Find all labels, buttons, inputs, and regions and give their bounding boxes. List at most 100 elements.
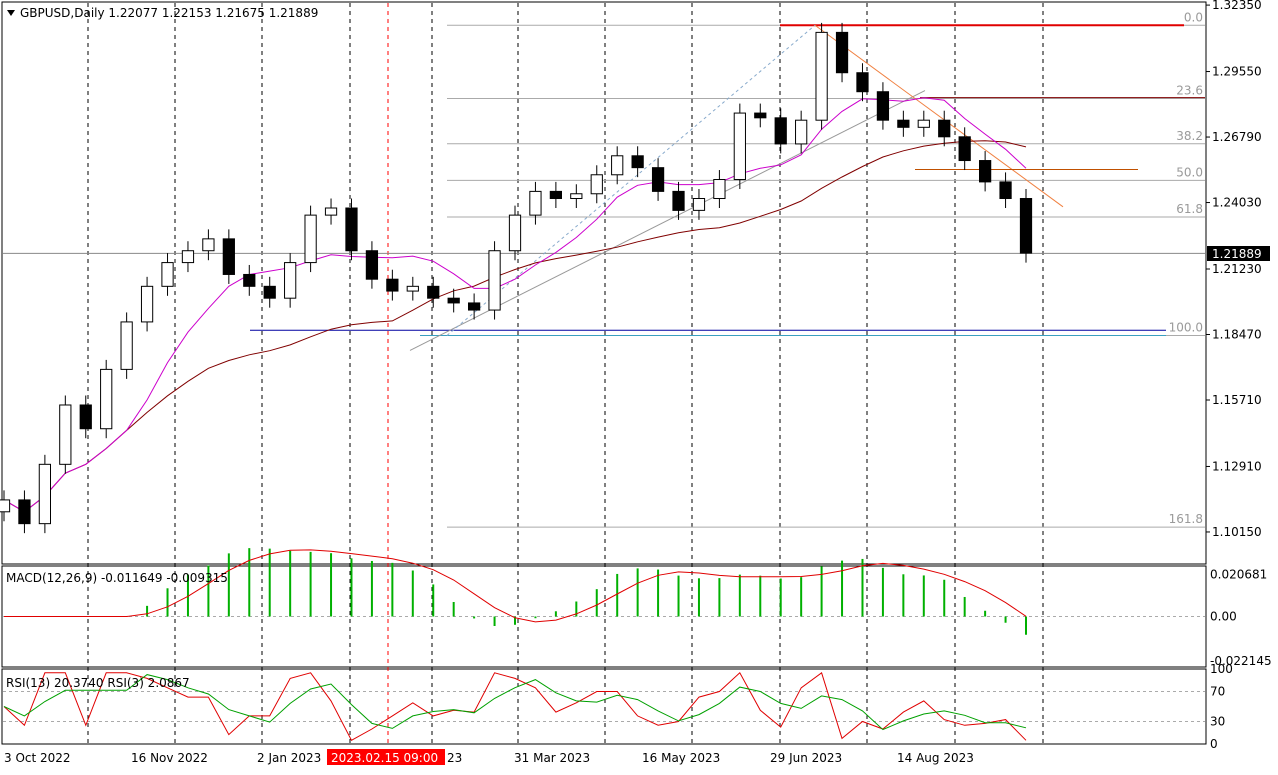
price-tick-label: 1.10150 <box>1212 525 1262 539</box>
fib-level-label: 100.0 <box>1169 320 1203 334</box>
candle-body <box>713 179 726 200</box>
crosshair-time-tag <box>327 749 445 765</box>
trend-line <box>409 90 926 351</box>
crosshair-time-label: 2023.02.15 09:00 <box>331 751 438 765</box>
candle-body <box>263 285 276 299</box>
candle-body <box>18 499 31 525</box>
candle-body <box>876 91 890 121</box>
candle-body <box>243 273 256 287</box>
fib-level-label: 0.0 <box>1184 10 1203 24</box>
candle-body <box>120 321 133 370</box>
candle-body <box>856 72 869 93</box>
main-panel-frame <box>1 1 1207 565</box>
rsi-label: RSI(13) 20.3740 RSI(3) 2.0867 <box>6 676 190 690</box>
price-tick-label: 1.24030 <box>1212 196 1262 210</box>
vertical-grid <box>3 3 1205 743</box>
fib-level-label: 38.2 <box>1176 129 1203 143</box>
candle-body <box>59 404 72 465</box>
time-tick-label: 2 Jan 2023 <box>257 751 321 765</box>
candle-body <box>406 285 419 292</box>
candle-body <box>161 262 174 287</box>
candle-body <box>570 193 583 200</box>
current-price-label: 1.21889 <box>1212 247 1262 261</box>
candle-body <box>549 190 563 200</box>
candle-body <box>365 250 379 280</box>
price-tick-label: 1.15710 <box>1212 393 1262 407</box>
macd-label: MACD(12,26,9) -0.011649 -0.009315 <box>6 571 228 585</box>
candle-body <box>38 463 52 525</box>
ma-slow-line <box>3 140 1027 513</box>
time-tick-label: 16 May 2023 <box>642 751 720 765</box>
candle-body <box>754 112 767 119</box>
fibonacci-levels: 0.0 23.6 38.2 50.0 61.8 100.0 161.8 <box>250 10 1205 528</box>
candle-body <box>467 302 481 311</box>
candle-body <box>508 214 522 252</box>
fib-level-label: 61.8 <box>1176 202 1203 216</box>
candle-body <box>958 136 971 162</box>
candle-body <box>447 297 460 304</box>
candle-body <box>488 250 501 311</box>
candle-body <box>100 368 113 430</box>
price-tick-label: 1.26790 <box>1212 130 1262 144</box>
macd-panel-frame <box>1 565 1207 668</box>
macd-tick-label: 0.00 <box>1210 610 1237 624</box>
candles <box>0 22 1033 534</box>
rsi-indicator: 100 70 30 0 <box>3 662 1233 751</box>
candle-body <box>324 207 338 216</box>
candle-body <box>1019 198 1033 254</box>
crosshair-time-tail: 23 <box>447 751 462 765</box>
candle-body <box>774 117 787 145</box>
candle-body <box>345 207 358 252</box>
candle-body <box>651 167 665 192</box>
time-tick-label: 29 Jun 2023 <box>770 751 842 765</box>
time-tick-label: 3 Oct 2022 <box>4 751 71 765</box>
candle-body <box>999 181 1012 200</box>
rsi-tick-label: 30 <box>1210 715 1225 729</box>
macd-signal-line <box>4 549 1027 623</box>
price-tick-label: 1.32350 <box>1212 0 1262 12</box>
candle-body <box>202 238 215 252</box>
candle-body <box>386 278 399 292</box>
price-tick-label: 1.21230 <box>1212 262 1262 276</box>
current-price-tag <box>1207 246 1270 261</box>
candle-body <box>79 404 92 430</box>
macd-indicator: 0.020681 0.00 -0.022145 <box>3 548 1272 668</box>
triangle-down-icon[interactable] <box>7 10 15 16</box>
candle-body <box>590 174 603 195</box>
candle-body <box>835 31 849 74</box>
macd-tick-label: 0.020681 <box>1210 568 1267 582</box>
candle-body <box>897 119 910 128</box>
candle-body <box>181 250 195 264</box>
rsi-tick-label: 70 <box>1210 685 1225 699</box>
rsi3-line <box>3 671 1027 741</box>
macd-tick-label: -0.022145 <box>1210 654 1272 668</box>
time-tick-label: 31 Mar 2023 <box>514 751 590 765</box>
rsi-tick-label: 100 <box>1210 662 1233 676</box>
price-tick-label: 1.18470 <box>1212 328 1262 342</box>
candle-body <box>938 119 951 138</box>
fib-level-label: 23.6 <box>1176 83 1203 97</box>
trend-lines <box>409 24 1205 351</box>
candle-body <box>304 214 317 264</box>
candle-body <box>917 119 930 128</box>
candle-body <box>222 238 235 275</box>
price-tick-label: 1.12910 <box>1212 459 1262 473</box>
candle-body <box>733 112 746 181</box>
candle-body <box>427 285 440 299</box>
candle-body <box>529 190 542 216</box>
ma-fast-line <box>3 97 1027 513</box>
candle-body <box>0 499 11 513</box>
rsi-tick-label: 0 <box>1210 737 1218 751</box>
candle-body <box>815 31 828 121</box>
fib-level-label: 50.0 <box>1176 165 1203 179</box>
candle-body <box>631 155 644 169</box>
fib-level-label: 161.8 <box>1169 512 1203 526</box>
moving-averages <box>3 97 1027 513</box>
rsi13-line <box>3 674 1027 731</box>
fib-anchor-line <box>446 24 816 336</box>
downtrend-line <box>814 24 1064 208</box>
candle-body <box>672 190 685 211</box>
rsi-panel-frame <box>1 668 1207 745</box>
